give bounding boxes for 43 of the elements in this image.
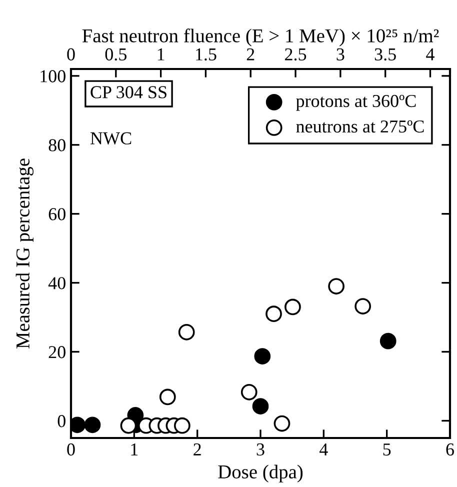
point: [240, 384, 258, 400]
point: [354, 298, 372, 314]
x-tick-label: 0: [67, 443, 75, 456]
y-tick-label: 100: [40, 70, 66, 82]
point: [380, 332, 396, 350]
point: [84, 416, 101, 434]
x2-tick-label: 0: [67, 48, 75, 60]
legend-label: neutrons at 275ºC: [296, 120, 424, 133]
point: [178, 324, 195, 340]
x2-tick-label: 3.5: [374, 48, 396, 61]
x-axis-title: Dose (dpa): [218, 464, 303, 482]
x-tick-label: 4: [320, 444, 328, 456]
x2-tick-label: 2.5: [285, 48, 306, 61]
y-tick-label: 20: [48, 346, 66, 358]
point: [159, 388, 176, 406]
annotation: CP 304 SS: [90, 86, 166, 98]
annotation: NWC: [90, 132, 132, 145]
legend-label: protons at 360ºC: [296, 94, 416, 111]
x2-axis-title: Fast neutron fluence (E > 1 MeV) × 10²⁵ n/m²: [82, 28, 439, 46]
point: [284, 298, 301, 316]
y-tick-label: 60: [48, 208, 66, 220]
x-tick-label: 3: [256, 443, 264, 456]
point: [266, 306, 282, 322]
point: [252, 398, 269, 414]
x-tick-label: 1: [131, 443, 138, 456]
point: [274, 415, 290, 432]
point: [120, 417, 137, 434]
x2-tick-label: 3: [336, 48, 344, 60]
y-axis-title: Measured IG percentage: [16, 158, 34, 348]
x-tick-label: 6: [446, 443, 454, 456]
x-tick-label: 5: [383, 444, 391, 456]
x2-tick-label: 1: [158, 48, 164, 60]
y-tick-label: 40: [48, 277, 66, 290]
x2-tick-label: 1.5: [196, 48, 216, 61]
point: [174, 417, 190, 434]
point: [254, 348, 271, 364]
y-tick-label: 80: [48, 139, 66, 152]
x2-tick-label: 2: [246, 48, 254, 60]
x-tick-label: 2: [194, 443, 201, 456]
point: [328, 278, 344, 294]
x2-tick-label: 4: [426, 48, 434, 60]
y-tick-label: 0: [58, 415, 66, 428]
x2-tick-label: 0.5: [105, 48, 126, 61]
